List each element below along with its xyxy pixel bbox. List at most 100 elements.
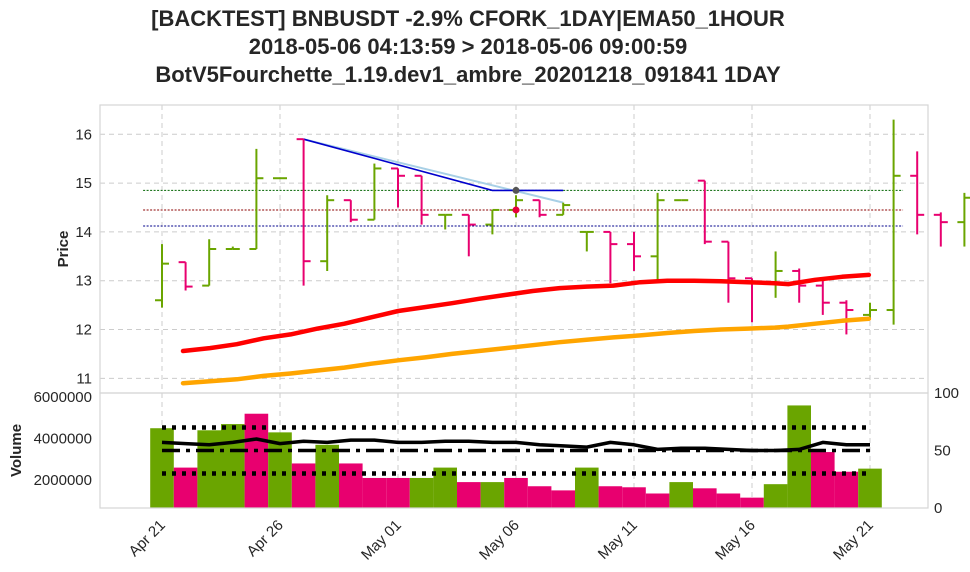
candlesticks <box>155 119 970 335</box>
ohlc-bar <box>957 192 970 247</box>
volume-bar <box>150 428 174 508</box>
volume-bar <box>693 488 717 508</box>
volume-bar <box>622 487 646 508</box>
ohlc-bar <box>343 199 358 223</box>
chart-title-line-2: 2018-05-06 04:13:59 > 2018-05-06 09:00:5… <box>248 34 688 59</box>
price-tick-label: 13 <box>75 273 92 290</box>
ohlc-bar <box>178 261 193 291</box>
volume-bar <box>362 477 387 508</box>
volume-bar <box>598 486 623 508</box>
trend-lines <box>303 138 564 204</box>
volume-bar <box>504 477 528 508</box>
ohlc-bar <box>933 212 948 247</box>
volume-bar <box>386 477 410 508</box>
price-plot-frame <box>99 104 929 394</box>
chart-title-line-3: BotV5Fourchette_1.19.dev1_ambre_20201218… <box>155 62 781 87</box>
volume-bar <box>811 452 835 508</box>
rsi-tick-label: 100 <box>934 385 959 402</box>
x-tick-label: May 16 <box>712 517 759 564</box>
trend-line-light <box>303 138 564 204</box>
volume-bar <box>221 424 245 508</box>
ohlc-bar <box>225 246 240 250</box>
price-tick-label: 15 <box>75 175 92 192</box>
ohlc-bar <box>792 268 807 303</box>
volume-bar <box>339 463 363 508</box>
ohlc-bar <box>745 277 759 323</box>
price-tick-label: 14 <box>75 224 92 241</box>
volume-bar <box>433 467 457 508</box>
volume-plot-frame <box>99 392 929 509</box>
ohlc-bar <box>579 230 594 252</box>
volume-bar <box>740 497 764 508</box>
x-tick-label: May 01 <box>358 517 405 564</box>
rsi-line <box>161 437 870 453</box>
volume-tick-label: 6000000 <box>34 389 92 406</box>
volume-bar <box>787 405 811 508</box>
ohlc-bar <box>296 138 311 286</box>
price-tick-label: 16 <box>75 126 92 143</box>
price-markers <box>512 186 520 214</box>
x-tick-label: May 06 <box>476 517 523 564</box>
volume-bars <box>150 405 882 508</box>
price-axis-label: Price <box>55 231 72 268</box>
volume-bar <box>457 482 481 508</box>
ohlc-bar <box>697 179 712 245</box>
ema-lines <box>180 272 872 386</box>
volume-bar <box>763 484 788 508</box>
volume-bar <box>291 463 316 508</box>
volume-bar <box>480 482 505 508</box>
volume-axis-label: Volume <box>8 424 25 477</box>
ohlc-bar <box>815 278 830 315</box>
trade-marker <box>512 206 520 214</box>
ohlc-bar <box>249 148 264 250</box>
rsi-overlay <box>161 425 870 476</box>
volume-bar <box>244 413 269 508</box>
ohlc-bar <box>367 163 382 221</box>
volume-bar <box>409 477 434 508</box>
trend-line <box>303 138 564 192</box>
volume-bar <box>173 467 198 508</box>
ohlc-bar <box>839 300 854 335</box>
volume-bar <box>197 430 221 508</box>
price-tick-label: 11 <box>76 370 92 387</box>
volume-bar <box>834 471 859 508</box>
volume-tick-label: 4000000 <box>34 431 92 448</box>
x-axis: Apr 21 Apr 26 May 01 May 06 May 11 May 16 May … <box>126 517 877 564</box>
volume-bar <box>645 493 670 508</box>
ohlc-bar <box>910 151 925 235</box>
ohlc-bar <box>886 119 901 325</box>
price-grid <box>100 105 928 393</box>
x-tick-label: Apr 21 <box>126 517 169 560</box>
x-tick-label: May 21 <box>830 517 877 564</box>
volume-bar <box>315 444 339 508</box>
volume-bar <box>575 467 599 508</box>
trade-marker <box>512 186 520 194</box>
rsi-tick-label: 0 <box>934 500 942 517</box>
ema-short-line <box>180 272 872 354</box>
price-axes: 11 12 13 14 15 16 Price <box>55 104 929 394</box>
price-tick-label: 12 <box>75 322 92 339</box>
volume-bar <box>716 493 741 508</box>
ohlc-bar <box>391 167 405 208</box>
ohlc-bar <box>438 213 453 230</box>
ema-long-line <box>180 316 872 386</box>
ohlc-bar <box>721 240 736 303</box>
x-tick-label: May 11 <box>595 517 641 563</box>
ohlc-bar <box>603 230 618 284</box>
volume-bar <box>858 468 882 508</box>
volume-tick-label: 2000000 <box>34 472 92 489</box>
ohlc-bar <box>768 251 783 298</box>
ohlc-bar <box>532 199 547 218</box>
rsi-tick-label: 50 <box>934 443 951 460</box>
volume-axes: 2000000 4000000 6000000 0 50 100 Volume <box>8 385 959 517</box>
volume-bar <box>669 482 693 508</box>
ohlc-bar <box>202 239 217 287</box>
ohlc-bar <box>320 195 335 271</box>
volume-bar <box>551 490 575 508</box>
ohlc-bar <box>556 202 571 216</box>
ohlc-bar <box>461 213 476 257</box>
ohlc-bar <box>627 231 641 271</box>
ohlc-bar <box>485 208 500 235</box>
